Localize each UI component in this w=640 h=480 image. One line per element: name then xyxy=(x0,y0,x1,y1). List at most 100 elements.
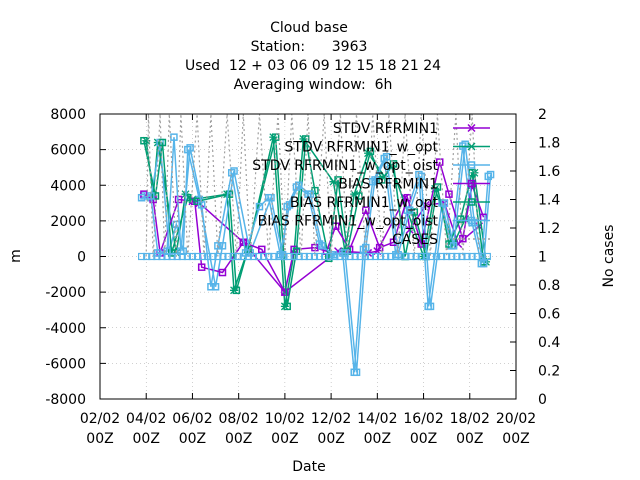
x-tick-label: 08/02 xyxy=(218,411,258,427)
y2-tick-label: 0.6 xyxy=(538,307,560,323)
legend-label: STDV RFRMIN1_w_opt xyxy=(285,140,439,156)
data-point xyxy=(140,136,148,145)
data-point xyxy=(449,242,458,250)
data-point xyxy=(440,199,449,207)
title-line-2: Station: 3963 xyxy=(251,39,368,55)
data-point xyxy=(260,252,268,261)
data-point xyxy=(143,252,151,261)
y2-tick-label: 1 xyxy=(538,250,547,266)
data-point xyxy=(376,252,385,261)
data-point xyxy=(403,193,412,202)
x-tick-label: 00Z xyxy=(502,431,529,447)
x-tick-label: 00Z xyxy=(179,431,206,447)
data-point xyxy=(387,252,395,261)
data-point xyxy=(204,252,212,261)
x-tick-label: 00Z xyxy=(410,431,437,447)
y-tick-label: -4000 xyxy=(45,321,86,337)
data-point xyxy=(234,252,242,261)
legend-label: BIAS RFRMIN1_w_opt xyxy=(290,195,439,211)
y-tick-label: 8000 xyxy=(50,107,86,123)
data-point-stroke xyxy=(467,123,476,133)
data-point xyxy=(392,252,400,261)
data-point xyxy=(318,242,326,250)
data-point xyxy=(225,190,234,198)
data-point xyxy=(422,252,430,261)
data-point xyxy=(258,245,266,254)
data-point xyxy=(405,206,414,214)
y2-axis-label: No cases xyxy=(601,225,617,288)
data-point xyxy=(458,252,466,261)
data-point xyxy=(326,252,334,261)
data-point xyxy=(148,252,156,261)
y-tick-label: 6000 xyxy=(50,143,86,159)
y-tick-label: -8000 xyxy=(45,392,86,408)
data-point xyxy=(218,242,227,250)
data-point xyxy=(389,160,398,168)
data-point xyxy=(443,252,451,261)
data-point xyxy=(453,252,461,261)
data-point xyxy=(417,172,425,181)
data-point xyxy=(382,252,390,261)
axes: -8000 -6000 -4000 -2000 0 2000 4000 6000 8000 0 0.… xyxy=(45,107,560,447)
legend-label: BIAS RFRMIN1 xyxy=(338,177,438,193)
data-point xyxy=(168,252,176,261)
y2-tick-label: 0.2 xyxy=(538,364,560,380)
legend-label: STDV RFRMIN1 xyxy=(333,121,438,137)
data-point xyxy=(280,252,288,261)
x-tick-label: 00Z xyxy=(225,431,252,447)
data-point xyxy=(163,247,171,255)
x-tick-label: 04/02 xyxy=(126,411,166,427)
data-point xyxy=(352,368,361,377)
y2-tick-label: 1.2 xyxy=(538,221,560,237)
data-point xyxy=(218,268,227,277)
data-point xyxy=(244,252,252,261)
series-7 xyxy=(145,113,489,258)
data-point xyxy=(448,252,456,261)
data-point xyxy=(378,176,386,184)
data-point xyxy=(371,176,379,184)
data-point xyxy=(275,252,283,261)
data-point xyxy=(265,252,273,261)
data-point xyxy=(366,252,374,261)
data-point xyxy=(437,252,446,261)
y-tick-label: -2000 xyxy=(45,285,86,301)
y-tick-label: 4000 xyxy=(50,178,86,194)
data-point xyxy=(463,252,471,261)
data-point xyxy=(270,252,278,261)
data-point xyxy=(483,252,491,261)
data-point xyxy=(219,252,227,261)
data-point xyxy=(254,252,263,261)
x-tick-label: 00Z xyxy=(456,431,483,447)
data-point xyxy=(356,252,364,261)
data-point xyxy=(295,181,303,189)
data-point xyxy=(173,252,181,261)
y2-tick-label: 2 xyxy=(538,107,547,123)
data-point xyxy=(193,252,202,261)
x-tick-label: 02/02 xyxy=(80,411,120,427)
chart-title: Cloud base Station: 3963 Used 12 + 03 06… xyxy=(185,20,441,93)
data-point xyxy=(285,201,294,209)
y-tick-label: 0 xyxy=(77,250,86,266)
data-point xyxy=(158,138,167,147)
data-point xyxy=(468,252,476,261)
data-point xyxy=(264,193,273,202)
y2-tick-label: 0 xyxy=(538,392,547,408)
data-point xyxy=(366,147,375,156)
data-point xyxy=(229,252,237,261)
data-point xyxy=(341,252,349,261)
data-point xyxy=(412,252,420,261)
y-axis-label: m xyxy=(8,249,24,263)
data-point xyxy=(467,216,476,225)
x-tick-label: 12/02 xyxy=(311,411,351,427)
series-line xyxy=(145,113,489,258)
data-point xyxy=(336,252,344,261)
data-point xyxy=(433,183,442,191)
y2-tick-label: 1.6 xyxy=(538,164,560,180)
data-point xyxy=(153,252,161,261)
data-point-stroke xyxy=(405,225,414,234)
data-point xyxy=(255,202,264,211)
data-point xyxy=(281,288,289,296)
data-point xyxy=(467,123,476,133)
data-point xyxy=(467,198,476,206)
